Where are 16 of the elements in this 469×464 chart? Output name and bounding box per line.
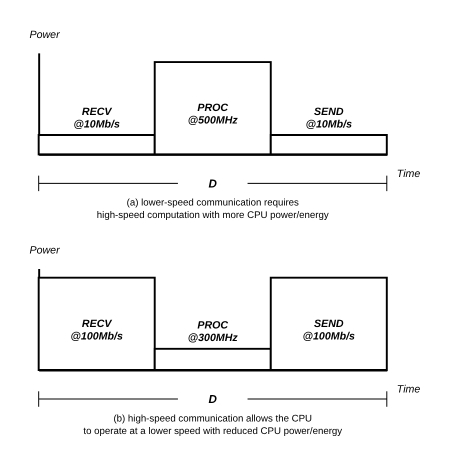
y-axis-title: Power: [29, 28, 60, 41]
x-tick-label: PROC @500MHz: [188, 102, 238, 127]
text: (b) high-speed communication allows the CPU: [113, 413, 312, 424]
text: D: [208, 392, 218, 406]
text: D: [208, 177, 218, 190]
x-tick-label: RECV @10Mb/s: [74, 106, 120, 130]
text: to operate at a lower speed with reduced CPU power/energy: [83, 426, 342, 437]
y-axis-title: Power: [29, 244, 60, 256]
x-tick-label: RECV @100Mb/s: [70, 318, 123, 342]
x-tick-label: SEND @100Mb/s: [302, 318, 356, 342]
x-tick-label: PROC @300MHz: [188, 320, 238, 344]
text: (a) lower-speed communication requires: [126, 198, 300, 209]
text: high-speed computation with more CPU power/energy: [96, 210, 329, 222]
x-axis-title: Time: [396, 384, 420, 396]
x-axis-title: Time: [396, 168, 420, 180]
x-tick-label: SEND @10Mb/s: [306, 106, 352, 130]
